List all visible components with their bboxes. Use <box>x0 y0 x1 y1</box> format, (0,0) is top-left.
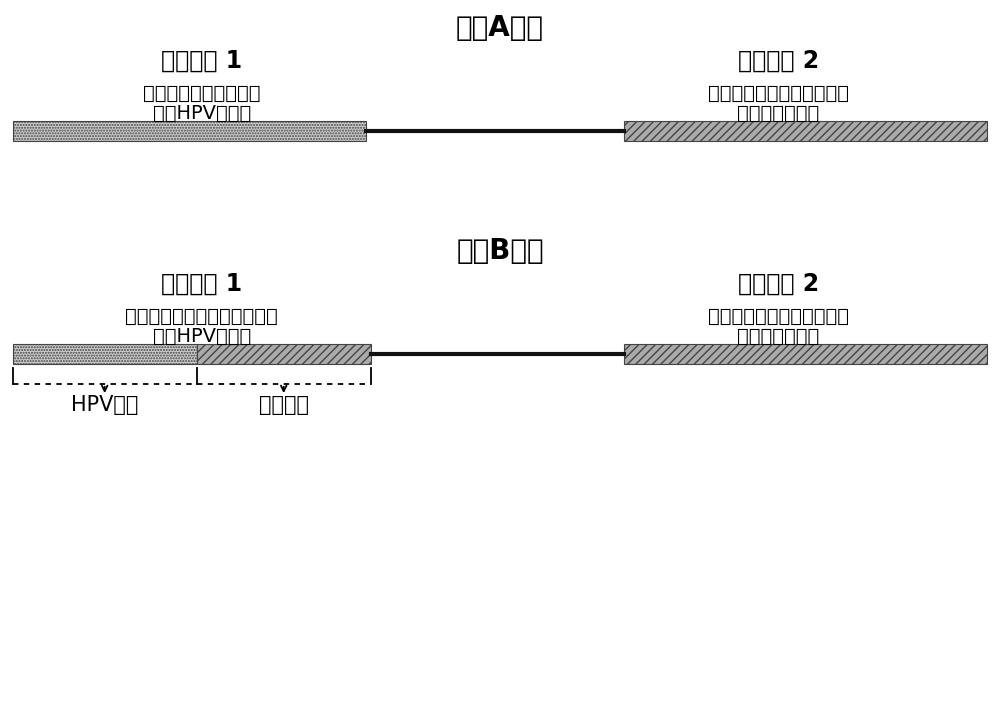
Bar <box>197 344 371 364</box>
Text: 例如HPV基因组: 例如HPV基因组 <box>153 104 251 123</box>
Text: 映射到宿主生物体基因组，: 映射到宿主生物体基因组， <box>708 84 849 103</box>
Text: 类型A片段: 类型A片段 <box>456 14 544 41</box>
Text: 例如人类基因组: 例如人类基因组 <box>737 327 820 346</box>
Bar <box>13 121 366 141</box>
Text: 读取序列 2: 读取序列 2 <box>738 49 819 73</box>
Text: 人类序列: 人类序列 <box>259 395 309 415</box>
Text: 映射到病原体基因组，: 映射到病原体基因组， <box>143 84 260 103</box>
Text: HPV序列: HPV序列 <box>71 395 138 415</box>
Text: 读取序列 1: 读取序列 1 <box>161 272 242 296</box>
Bar <box>13 344 197 364</box>
Text: 例如HPV基因组: 例如HPV基因组 <box>153 327 251 346</box>
Text: 部分地映射到病原体基因组，: 部分地映射到病原体基因组， <box>125 307 278 326</box>
Bar <box>624 344 987 364</box>
Text: 例如人类基因组: 例如人类基因组 <box>737 104 820 123</box>
Text: 映射到宿主生物体基因组，: 映射到宿主生物体基因组， <box>708 307 849 326</box>
Text: 读取序列 1: 读取序列 1 <box>161 49 242 73</box>
Text: 类型B片段: 类型B片段 <box>456 237 544 265</box>
Text: 读取序列 2: 读取序列 2 <box>738 272 819 296</box>
Bar <box>624 121 987 141</box>
